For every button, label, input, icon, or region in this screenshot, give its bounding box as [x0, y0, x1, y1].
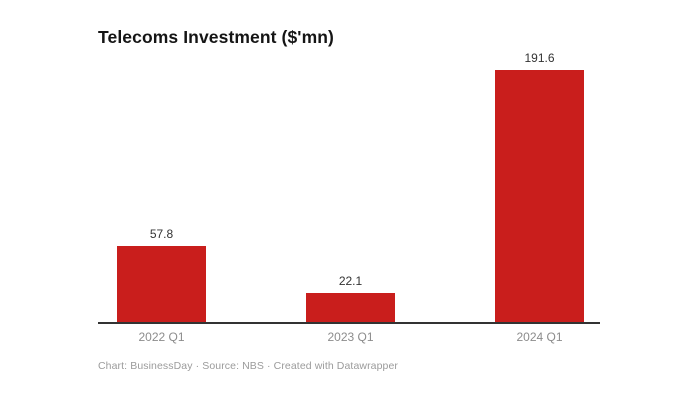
bar-2024-q1 — [495, 70, 584, 322]
value-label-2023-q1: 22.1 — [338, 274, 363, 288]
chart-title: Telecoms Investment ($'mn) — [98, 27, 334, 47]
value-label-2024-q1: 191.6 — [524, 51, 555, 65]
bar-2023-q1 — [306, 293, 395, 322]
x-axis-line — [98, 322, 600, 324]
x-tick-label-2024-q1: 2024 Q1 — [516, 330, 563, 344]
attribution: Chart: BusinessDay · Source: NBS · Creat… — [98, 360, 399, 372]
value-label-2022-q1: 57.8 — [149, 227, 174, 241]
bar-2022-q1 — [117, 246, 206, 322]
x-tick-label-2023-q1: 2023 Q1 — [327, 330, 374, 344]
x-tick-label-2022-q1: 2022 Q1 — [138, 330, 185, 344]
